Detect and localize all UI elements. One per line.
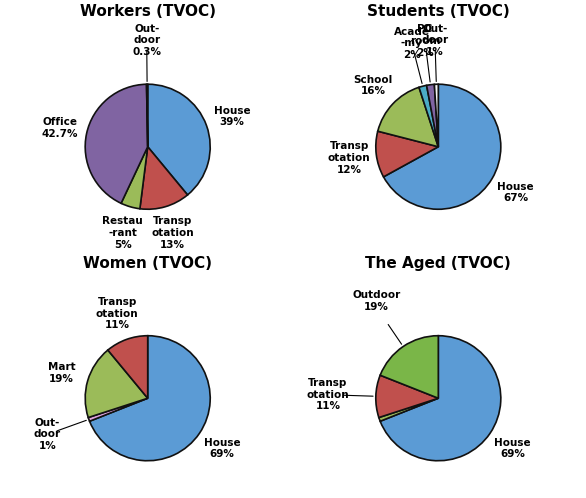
Text: Out-
door
0.3%: Out- door 0.3% (132, 23, 161, 57)
Wedge shape (379, 398, 438, 421)
Title: Workers (TVOC): Workers (TVOC) (80, 4, 216, 19)
Wedge shape (146, 84, 148, 147)
Wedge shape (376, 375, 438, 417)
Text: House
67%: House 67% (497, 182, 534, 203)
Text: House
69%: House 69% (494, 438, 531, 460)
Text: Acade
-my
2%: Acade -my 2% (394, 27, 430, 60)
Wedge shape (90, 336, 210, 461)
Text: Transp
otation
12%: Transp otation 12% (328, 141, 370, 175)
Text: Out-
door
1%: Out- door 1% (34, 418, 61, 451)
Title: Students (TVOC): Students (TVOC) (367, 4, 510, 19)
Wedge shape (88, 398, 148, 421)
Text: Transp
otation
13%: Transp otation 13% (151, 216, 194, 249)
Text: Outdoor
19%: Outdoor 19% (352, 290, 400, 312)
Wedge shape (378, 87, 438, 147)
Wedge shape (85, 350, 148, 417)
Wedge shape (380, 336, 501, 461)
Wedge shape (148, 84, 210, 195)
Text: Mart
19%: Mart 19% (47, 363, 76, 384)
Wedge shape (376, 131, 438, 177)
Text: Restau
-rant
5%: Restau -rant 5% (103, 216, 143, 249)
Text: Office
42.7%: Office 42.7% (42, 117, 78, 139)
Wedge shape (427, 84, 438, 147)
Title: Women (TVOC): Women (TVOC) (83, 255, 212, 270)
Wedge shape (85, 84, 148, 203)
Text: House
69%: House 69% (203, 438, 240, 460)
Text: PC
room
2%: PC room 2% (410, 24, 440, 58)
Text: House
39%: House 39% (214, 106, 250, 127)
Text: Out-
door
1%: Out- door 1% (421, 23, 448, 57)
Text: School
16%: School 16% (353, 75, 393, 96)
Text: Transp
otation
11%: Transp otation 11% (96, 297, 139, 330)
Wedge shape (380, 336, 438, 398)
Title: The Aged (TVOC): The Aged (TVOC) (366, 255, 511, 270)
Wedge shape (108, 336, 148, 398)
Wedge shape (434, 84, 438, 147)
Wedge shape (121, 147, 148, 209)
Wedge shape (419, 85, 438, 147)
Wedge shape (140, 147, 188, 209)
Text: Transp
otation
11%: Transp otation 11% (306, 378, 349, 411)
Wedge shape (383, 84, 501, 209)
